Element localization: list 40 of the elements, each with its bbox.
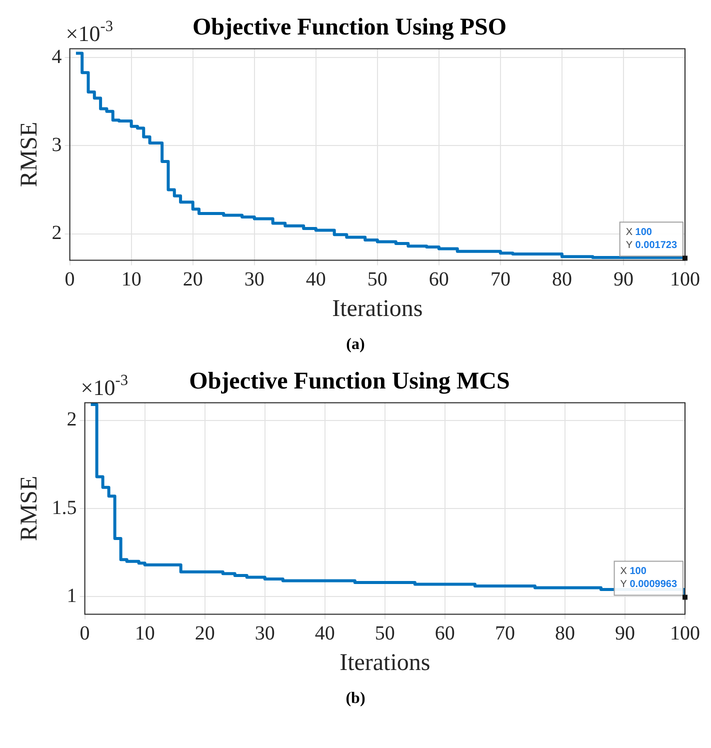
text: (b) xyxy=(344,690,366,708)
x-tick-label: 60 xyxy=(428,268,449,290)
x-tick-label: 40 xyxy=(306,268,326,290)
x-tick-label: 40 xyxy=(314,622,335,644)
y-axis-title: RMSE xyxy=(16,476,43,542)
x-tick-label: 0 xyxy=(80,622,90,644)
x-tick-label: 30 xyxy=(244,268,264,290)
x-tick-label: 70 xyxy=(490,268,510,290)
y-axis-title: RMSE xyxy=(16,122,43,188)
annotation: X 100 xyxy=(626,226,652,238)
x-tick-label: 70 xyxy=(494,622,515,644)
x-tick-label: 80 xyxy=(554,622,575,644)
annotation: Y 0.0009963 xyxy=(620,578,678,590)
x-tick-label: 50 xyxy=(367,268,388,290)
text: (a) xyxy=(345,336,366,354)
x-tick-label: 20 xyxy=(182,268,203,290)
y-tick-label: 3 xyxy=(52,134,62,156)
y-tick-label: 4 xyxy=(52,46,62,68)
x-tick-label: 60 xyxy=(434,622,455,644)
x-tick-label: 0 xyxy=(64,268,75,290)
x-tick-label: 20 xyxy=(194,622,215,644)
chart-title: Objective Function Using MCS xyxy=(189,368,510,395)
y-tick-label: 2 xyxy=(52,222,62,244)
x-tick-label: 100 xyxy=(670,268,700,290)
x-tick-label: 50 xyxy=(374,622,395,644)
annotation: Y 0.001723 xyxy=(626,240,678,251)
x-axis-title: Iterations xyxy=(340,650,430,676)
x-axis-title: Iterations xyxy=(332,296,423,322)
x-tick-label: 80 xyxy=(552,268,572,290)
chart-title: Objective Function Using PSO xyxy=(192,14,507,41)
x-tick-label: 90 xyxy=(614,622,635,644)
x-tick-label: 100 xyxy=(670,622,700,644)
x-tick-label: 30 xyxy=(254,622,275,644)
annotation: X 100 xyxy=(620,566,647,577)
x-tick-label: 10 xyxy=(121,268,142,290)
x-tick-label: 10 xyxy=(134,622,155,644)
y-tick-label: 2 xyxy=(66,408,77,431)
x-tick-label: 90 xyxy=(613,268,634,290)
y-tick-label: 1.5 xyxy=(52,496,77,519)
y-tick-label: 1 xyxy=(66,584,77,607)
